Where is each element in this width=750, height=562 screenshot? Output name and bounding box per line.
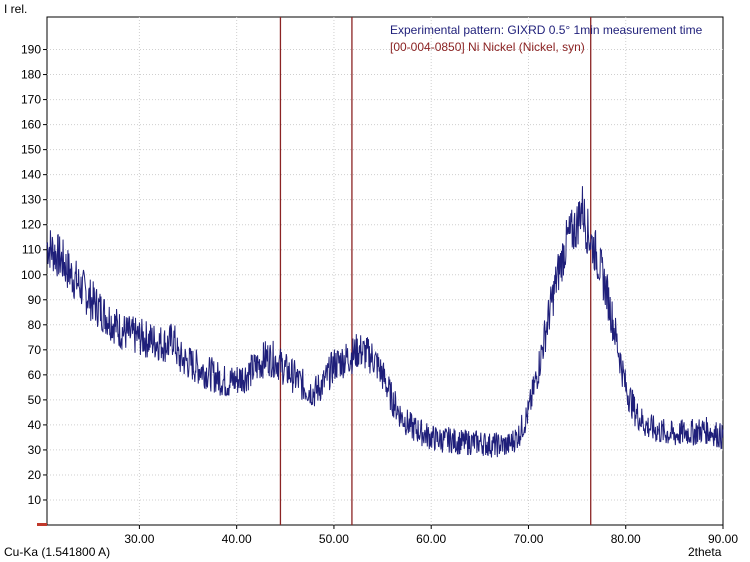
experimental-pattern-line xyxy=(46,186,724,458)
y-tick-label: 30 xyxy=(28,443,42,457)
y-tick-label: 50 xyxy=(28,393,42,407)
y-tick-label: 140 xyxy=(21,168,41,182)
y-tick-label: 170 xyxy=(21,93,41,107)
y-tick-label: 20 xyxy=(28,468,42,482)
y-tick-label: 120 xyxy=(21,218,41,232)
y-tick-label: 100 xyxy=(21,268,41,282)
x-tick-label: 50.00 xyxy=(319,532,349,546)
x-axis-label: 2theta xyxy=(688,545,722,559)
x-tick-label: 40.00 xyxy=(222,532,252,546)
plot-area xyxy=(46,16,724,526)
x-tick-label: 70.00 xyxy=(513,532,543,546)
x-tick-label: 30.00 xyxy=(124,532,154,546)
legend-entry-reference: [00-004-0850] Ni Nickel (Nickel, syn) xyxy=(390,40,585,54)
origin-marker xyxy=(37,523,47,526)
y-tick-label: 160 xyxy=(21,118,41,132)
x-tick-label: 80.00 xyxy=(611,532,641,546)
x-tick-label: 60.00 xyxy=(416,532,446,546)
y-tick-label: 150 xyxy=(21,143,41,157)
y-tick-label: 60 xyxy=(28,368,42,382)
y-tick-label: 10 xyxy=(28,493,42,507)
legend-entry-experimental: Experimental pattern: GIXRD 0.5° 1min me… xyxy=(390,23,703,37)
y-axis-label: I rel. xyxy=(4,2,27,16)
y-tick-label: 70 xyxy=(28,343,42,357)
y-tick-label: 190 xyxy=(21,43,41,57)
y-tick-label: 90 xyxy=(28,293,42,307)
y-tick-label: 40 xyxy=(28,418,42,432)
y-tick-label: 180 xyxy=(21,68,41,82)
x-tick-label: 90.00 xyxy=(708,532,738,546)
y-tick-label: 130 xyxy=(21,193,41,207)
y-tick-label: 110 xyxy=(22,243,41,257)
series-layer xyxy=(46,186,724,458)
tick-layer: 30.00 40.00 50.00 60.00 70.00 80.00 90.00 10 20 3… xyxy=(21,43,738,546)
reference-sticks xyxy=(279,17,592,525)
y-tick-label: 80 xyxy=(28,318,42,332)
radiation-label: Cu-Ka (1.541800 A) xyxy=(4,545,110,559)
